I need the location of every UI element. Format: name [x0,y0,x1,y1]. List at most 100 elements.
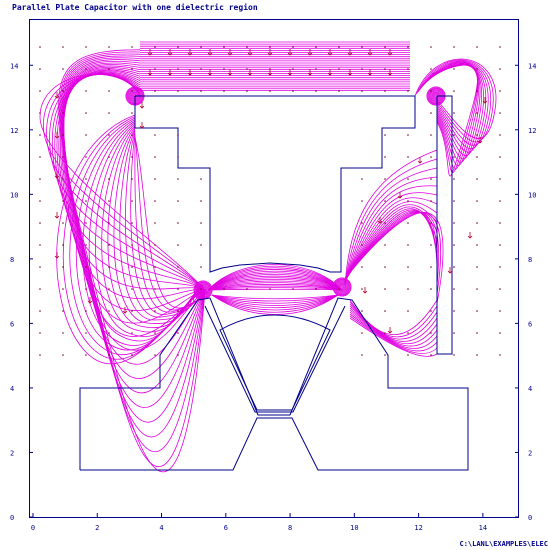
grid-dot [200,68,202,70]
field-arrow [87,297,93,304]
field-hub-ring [195,282,211,298]
field-hub-ring [198,285,208,295]
grid-dot [223,68,225,70]
grid-dot [246,288,248,290]
grid-dot [246,68,248,70]
grid-dot [62,178,64,180]
field-line [207,280,343,291]
grid-dot [269,68,271,70]
grid-dot [62,244,64,246]
grid-dot [200,222,202,224]
grid-dot [62,310,64,312]
field-arrow [477,137,483,144]
field-line [60,53,206,452]
field-arrow [267,49,273,56]
grid-dot [177,46,179,48]
grid-dot [476,178,478,180]
grid-dot [384,222,386,224]
grid-dot [453,178,455,180]
grid-dot [62,332,64,334]
y-tick-label: 4 [10,385,14,393]
field-hub-ring [332,277,352,297]
field-line [59,51,206,467]
grid-dot [85,134,87,136]
field-arrow [267,69,273,76]
field-line [344,185,438,284]
field-line [211,294,339,313]
grid-dot [384,266,386,268]
grid-dot [131,332,133,334]
grid-dot [39,46,41,48]
grid-dot [85,90,87,92]
y-tick-label: 0 [10,514,14,522]
grid-dot [407,200,409,202]
y-tick-label: 12 [10,127,18,135]
grid-dot [85,112,87,114]
grid-dot [407,288,409,290]
grid-dot [430,310,432,312]
grid-dot [499,266,501,268]
grid-dot [315,288,317,290]
grid-dot [154,332,156,334]
diagram-title: Parallel Plate Capacitor with one dielec… [12,3,258,12]
y-tick-label: 10 [10,191,18,199]
grid-dot [384,288,386,290]
grid-dot [85,288,87,290]
field-hub-ring [336,281,348,293]
field-line [207,278,343,291]
grid-dot [223,90,225,92]
grid-dot [453,244,455,246]
grid-dot [292,46,294,48]
grid-dot [131,222,133,224]
grid-dot [338,46,340,48]
field-hub-ring [197,284,209,296]
grid-dot [269,90,271,92]
grid-dot [62,200,64,202]
field-line [349,303,438,340]
grid-dot [200,178,202,180]
field-line [344,206,438,282]
field-arrow [207,69,213,76]
field-arrow [167,49,173,56]
grid-dot [384,156,386,158]
field-line [344,210,438,281]
field-arrow [307,49,313,56]
grid-dot [108,354,110,356]
y-tick-label: 14 [10,62,18,70]
grid-dot [154,310,156,312]
y-tick-label-right: 14 [528,62,536,70]
field-line [63,65,206,351]
grid-dot [407,68,409,70]
field-line [52,73,206,291]
grid-dot [361,200,363,202]
grid-dot [407,332,409,334]
x-tick-label: 10 [350,524,358,532]
field-line [417,60,491,146]
dielectric-region [219,314,331,411]
field-line [428,64,479,170]
grid-dot [453,332,455,334]
field-arrow [207,49,213,56]
grid-dot [85,354,87,356]
grid-dot [108,288,110,290]
grid-dot [85,68,87,70]
field-arrow [247,69,253,76]
grid-dot [154,90,156,92]
grid-dot [154,68,156,70]
grid-dot [338,288,340,290]
grid-dot [499,354,501,356]
field-arrow [139,122,145,129]
y-tick-label-right: 4 [528,385,532,393]
grid-dot [39,200,41,202]
grid-dot [407,354,409,356]
grid-dot [361,266,363,268]
grid-dot [361,222,363,224]
grid-dot [476,222,478,224]
field-line [207,277,343,291]
field-hub-ring [199,286,207,294]
field-line [349,305,438,342]
grid-dot [177,200,179,202]
grid-dot [39,178,41,180]
grid-dot [200,244,202,246]
field-line [344,212,440,286]
